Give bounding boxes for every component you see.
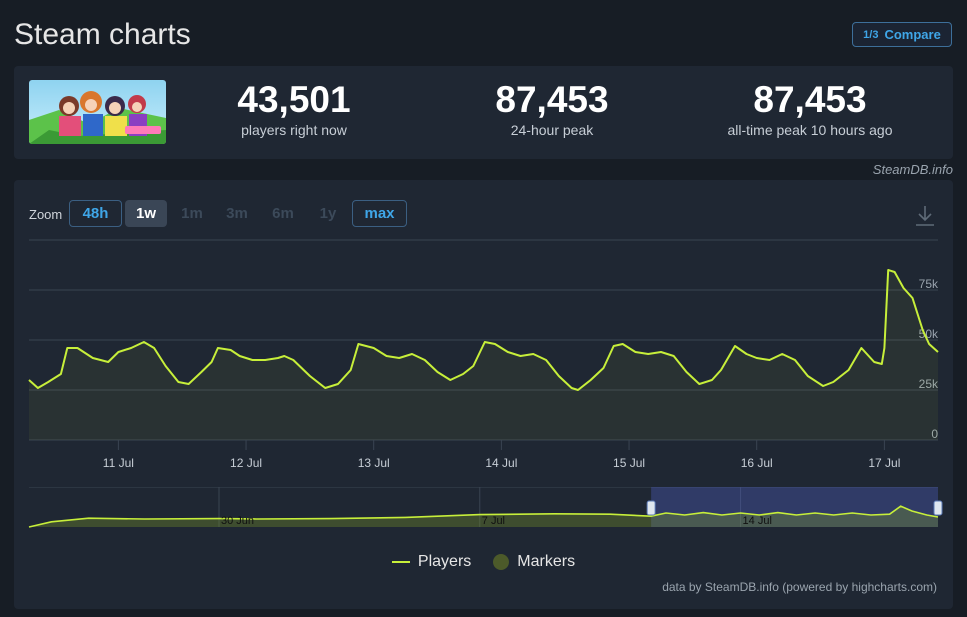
chart-panel: Zoom 48h 1w 1m 3m 6m 1y max 025k50k75k11… (14, 180, 953, 609)
zoom-3m-button[interactable]: 3m (226, 205, 248, 222)
stat-alltime-peak-value: 87,453 (753, 79, 867, 120)
stat-current-label: players right now (241, 122, 347, 138)
zoom-6m-button[interactable]: 6m (272, 205, 294, 222)
navigator-line (28, 505, 939, 528)
zoom-label: Zoom (29, 207, 63, 222)
legend-players-label: Players (417, 553, 472, 570)
stat-24h-peak: 87,453 24-hour peak (432, 79, 672, 139)
zoom-1y-button[interactable]: 1y (319, 205, 337, 222)
fraction-icon: 1/3 (863, 28, 879, 41)
navigator-handle[interactable] (933, 500, 943, 516)
navigator-tick-label: 7 Jul (482, 515, 505, 527)
download-icon[interactable] (914, 204, 936, 228)
legend-players[interactable]: Players (391, 553, 472, 571)
chart-legend: Players Markers (14, 553, 953, 571)
zoom-48h-button[interactable]: 48h (69, 200, 122, 227)
zoom-1m-button[interactable]: 1m (181, 205, 203, 222)
zoom-max-button[interactable]: max (352, 200, 407, 227)
navigator-handle[interactable] (646, 500, 656, 516)
stat-alltime-peak-label: all-time peak 10 hours ago (727, 122, 893, 138)
zoom-1w-button[interactable]: 1w (125, 200, 167, 227)
navigator-tick-label: 30 Jun (221, 515, 254, 527)
stat-current-value: 43,501 (237, 79, 351, 120)
compare-button[interactable]: 1/3 Compare (852, 22, 952, 47)
stat-24h-peak-value: 87,453 (495, 79, 609, 120)
game-thumbnail[interactable] (29, 80, 166, 144)
steamdb-credit[interactable]: SteamDB.info (872, 162, 953, 177)
highcharts-credit[interactable]: data by SteamDB.info (powered by highcha… (662, 580, 937, 594)
stat-24h-peak-label: 24-hour peak (510, 122, 594, 138)
x-tick-label: 11 Jul (103, 456, 134, 470)
stat-current: 43,501 players right now (174, 79, 414, 139)
y-tick-label: 0 (931, 427, 938, 441)
stat-alltime-peak: 87,453 all-time peak 10 hours ago (690, 79, 930, 139)
navigator-chart[interactable]: 30 Jun 7 Jul 14 Jul (14, 487, 953, 537)
x-tick-label: 16 Jul (741, 456, 773, 470)
compare-button-label: Compare (884, 27, 941, 42)
players-line[interactable] (28, 269, 939, 391)
stats-panel: 43,501 players right now 87,453 24-hour … (14, 66, 953, 159)
players-line-icon (391, 561, 410, 563)
y-tick-label: 75k (919, 277, 939, 291)
page-title: Steam charts (14, 18, 191, 51)
navigator-area (29, 506, 938, 527)
legend-markers-label: Markers (517, 553, 576, 570)
legend-markers[interactable]: Markers (493, 553, 575, 571)
navigator-tick-label: 14 Jul (743, 515, 772, 527)
x-tick-label: 17 Jul (868, 456, 900, 470)
x-tick-label: 13 Jul (358, 456, 390, 470)
navigator-selection[interactable] (651, 487, 938, 527)
x-tick-label: 14 Jul (485, 456, 517, 470)
players-area (29, 270, 938, 440)
x-tick-label: 15 Jul (613, 456, 645, 470)
markers-dot-icon (493, 554, 510, 570)
x-tick-label: 12 Jul (230, 456, 262, 470)
y-tick-label: 25k (919, 377, 939, 391)
